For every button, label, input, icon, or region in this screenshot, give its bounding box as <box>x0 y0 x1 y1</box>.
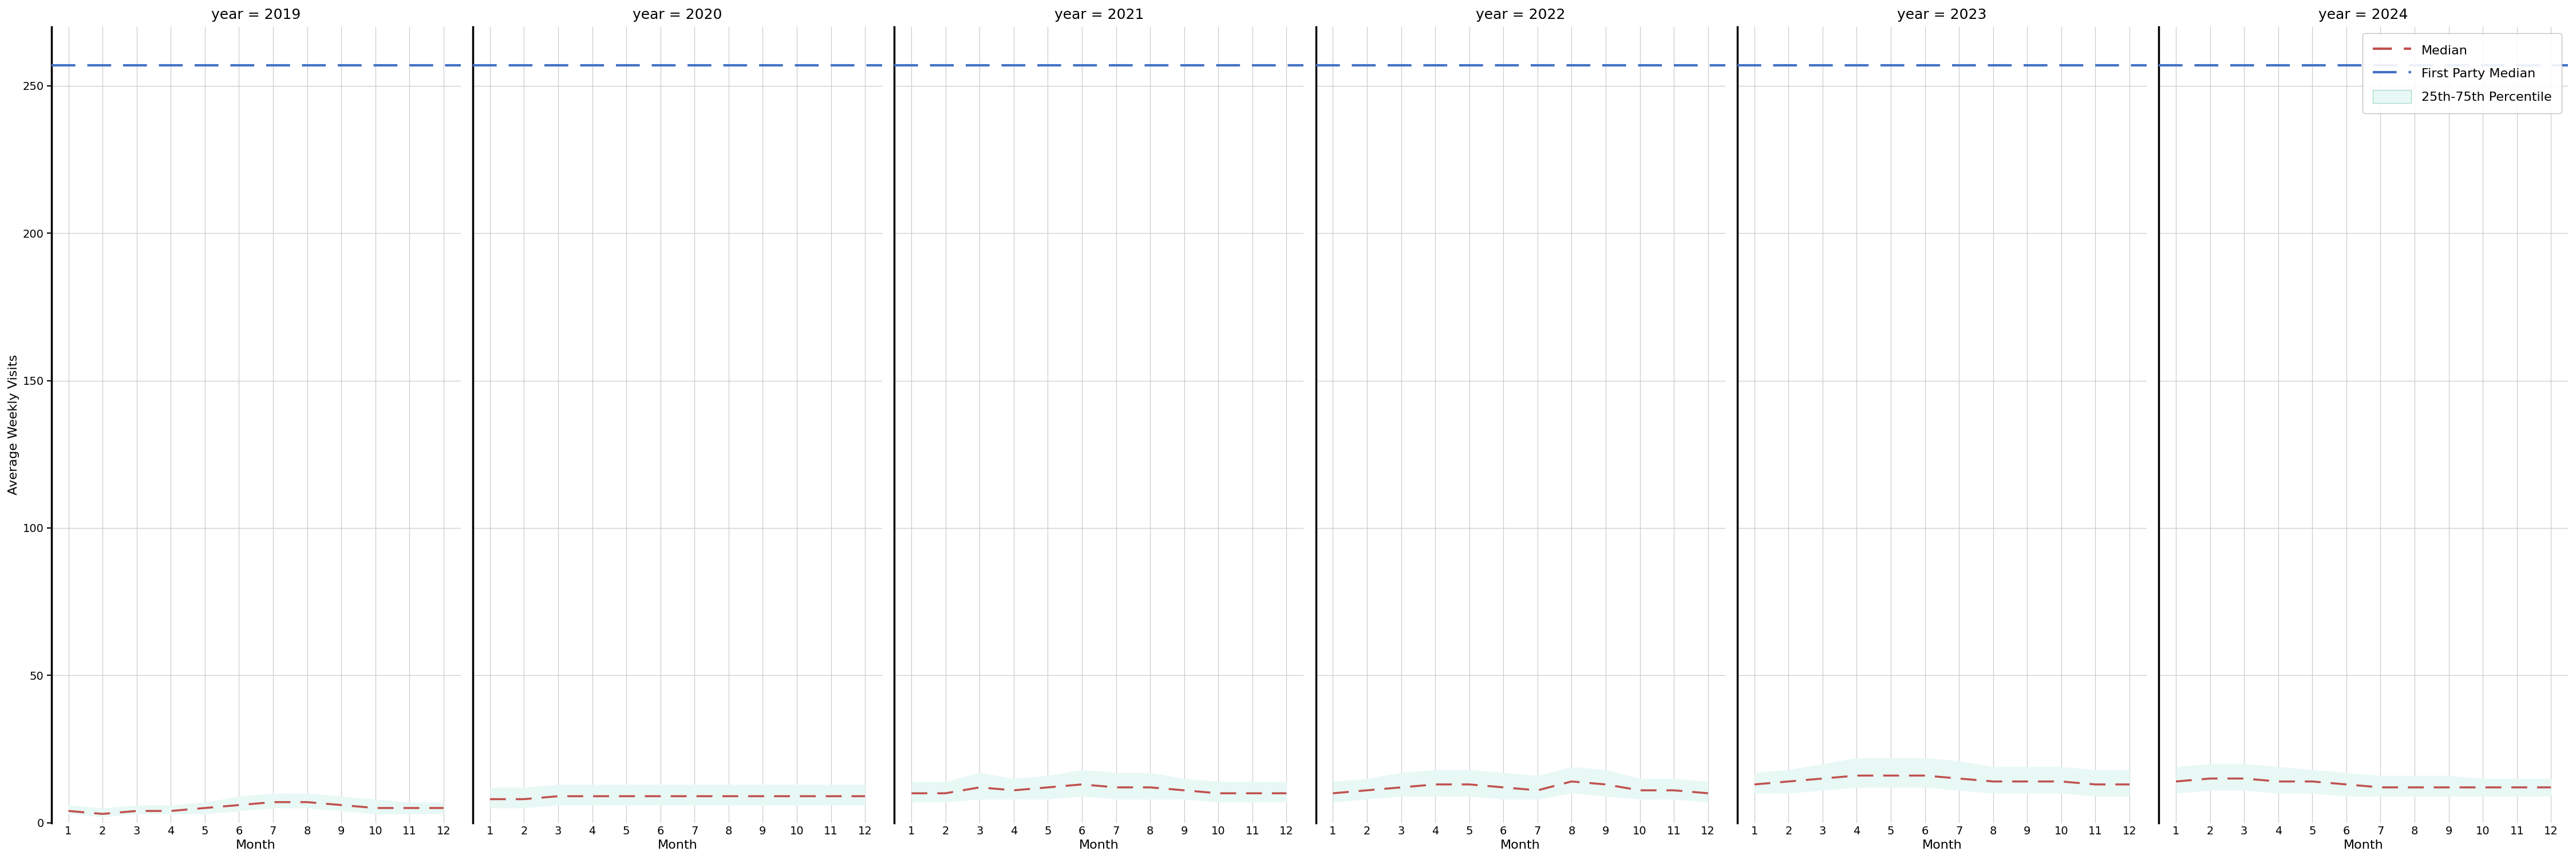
Title: year = 2024: year = 2024 <box>2318 8 2409 21</box>
Y-axis label: Average Weekly Visits: Average Weekly Visits <box>8 355 21 495</box>
X-axis label: Month: Month <box>237 839 276 851</box>
X-axis label: Month: Month <box>1922 839 1963 851</box>
Title: year = 2023: year = 2023 <box>1896 8 1986 21</box>
Legend: Median, First Party Median, 25th-75th Percentile: Median, First Party Median, 25th-75th Pe… <box>2362 34 2561 113</box>
Title: year = 2019: year = 2019 <box>211 8 301 21</box>
Title: year = 2020: year = 2020 <box>634 8 721 21</box>
Title: year = 2022: year = 2022 <box>1476 8 1566 21</box>
X-axis label: Month: Month <box>2344 839 2383 851</box>
Title: year = 2021: year = 2021 <box>1054 8 1144 21</box>
X-axis label: Month: Month <box>1499 839 1540 851</box>
X-axis label: Month: Month <box>1079 839 1118 851</box>
X-axis label: Month: Month <box>657 839 698 851</box>
